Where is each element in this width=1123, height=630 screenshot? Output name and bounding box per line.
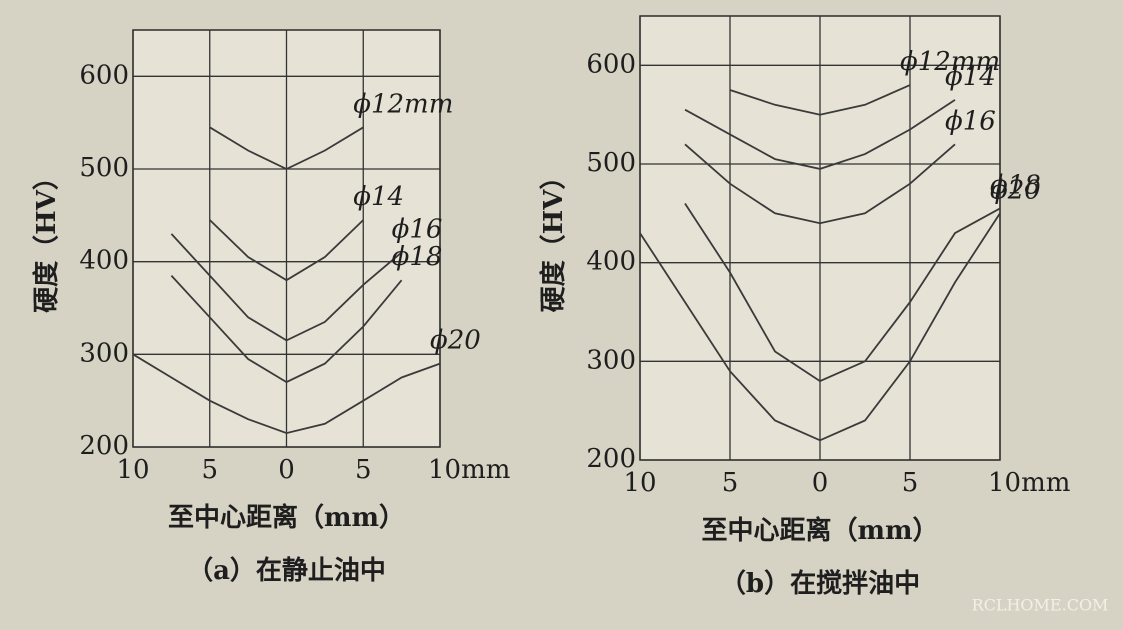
x-tick-label: 10 xyxy=(116,455,149,485)
x-tick-label: 5 xyxy=(355,455,372,485)
x-tick-label: 10mm xyxy=(988,468,1070,498)
x-tick-label: 10mm xyxy=(428,455,510,485)
series-line xyxy=(684,203,1001,383)
series-label: ϕ16 xyxy=(945,106,996,136)
series-line xyxy=(639,212,1001,442)
series-label: ϕ20 xyxy=(430,326,481,356)
x-axis-label: 至中心距离（mm） xyxy=(701,515,938,546)
y-tick-label: 200 xyxy=(586,444,636,474)
series-line xyxy=(132,353,441,435)
series-label: ϕ18 xyxy=(392,242,443,272)
series-label: ϕ16 xyxy=(392,214,443,244)
series-line xyxy=(209,126,364,170)
y-tick-label: 500 xyxy=(586,148,636,178)
caption: （a）在静止油中 xyxy=(187,555,386,586)
x-tick-label: 0 xyxy=(812,468,829,498)
series-line xyxy=(684,143,956,225)
y-tick-label: 500 xyxy=(79,153,129,183)
series-label: ϕ12mm xyxy=(900,47,1000,77)
x-tick-label: 10 xyxy=(623,468,656,498)
series-label: ϕ12mm xyxy=(353,89,453,119)
y-tick-label: 400 xyxy=(586,247,636,277)
x-tick-label: 0 xyxy=(278,455,295,485)
y-tick-label: 300 xyxy=(586,345,636,375)
y-tick-label: 400 xyxy=(79,246,129,276)
y-axis-label: 硬度（HV） xyxy=(31,164,62,313)
y-axis-label: 硬度（HV） xyxy=(538,164,569,313)
y-tick-label: 200 xyxy=(79,431,129,461)
watermark: RCLHOME.COM xyxy=(972,596,1109,615)
series-line xyxy=(170,274,403,384)
x-tick-label: 5 xyxy=(722,468,739,498)
series-label: ϕ20 xyxy=(990,175,1041,205)
y-tick-label: 600 xyxy=(586,49,636,79)
series-line xyxy=(729,84,911,116)
series-line xyxy=(209,219,364,282)
x-tick-label: 5 xyxy=(201,455,218,485)
series-label: ϕ14 xyxy=(945,62,996,92)
series-label: ϕ18 xyxy=(990,170,1041,200)
x-axis-label: 至中心距离（mm） xyxy=(168,502,405,533)
caption: （b）在搅拌油中 xyxy=(720,568,920,599)
y-tick-label: 300 xyxy=(79,338,129,368)
series-label: ϕ14 xyxy=(353,182,404,212)
series-line xyxy=(170,233,403,342)
y-tick-label: 600 xyxy=(79,60,129,90)
series-line xyxy=(684,99,956,170)
x-tick-label: 5 xyxy=(902,468,919,498)
